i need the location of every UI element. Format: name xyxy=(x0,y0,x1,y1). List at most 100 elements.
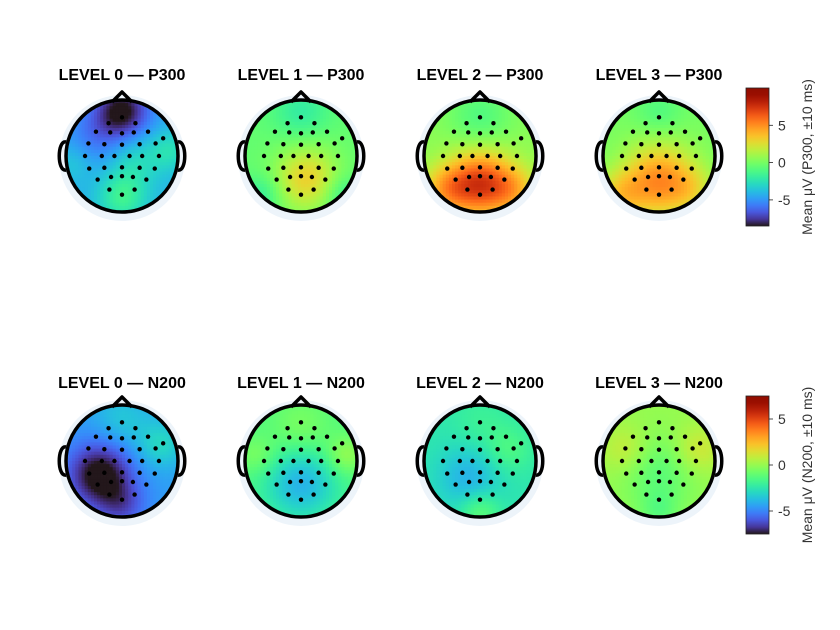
electrode-marker xyxy=(656,131,662,136)
electrode-marker xyxy=(457,153,463,159)
electrode-marker xyxy=(82,458,88,464)
electrode-marker xyxy=(503,434,509,439)
electrode-marker xyxy=(511,141,516,146)
topomap-1-0: LEVEL 0 — N200 xyxy=(57,375,187,526)
electrode-marker xyxy=(153,141,158,146)
right-ear-shape xyxy=(356,140,366,172)
electrode-marker xyxy=(457,458,463,464)
electrode-marker xyxy=(160,441,166,446)
electrode-marker xyxy=(119,142,125,147)
electrode-marker xyxy=(119,420,125,425)
electrode-marker xyxy=(87,471,92,476)
electrode-marker xyxy=(656,420,662,425)
electrode-marker xyxy=(306,458,311,464)
electrode-marker xyxy=(460,470,465,475)
electrode-marker xyxy=(160,136,166,141)
electrode-marker xyxy=(323,177,328,182)
electrode-marker xyxy=(477,165,483,170)
electrode-marker xyxy=(502,482,507,487)
electrode-marker xyxy=(670,121,675,126)
left-ear-shape xyxy=(594,445,604,477)
electrode-marker xyxy=(127,458,132,464)
electrode-marker xyxy=(133,121,138,126)
electrode-marker xyxy=(266,166,271,171)
electrode-marker xyxy=(674,142,679,147)
electrode-marker xyxy=(445,471,450,476)
electrode-marker xyxy=(645,435,650,440)
right-ear-shape xyxy=(177,140,187,172)
left-ear-shape xyxy=(594,140,604,172)
electrode-marker xyxy=(619,458,625,464)
electrode-marker xyxy=(298,131,304,136)
electrode-marker xyxy=(86,446,91,451)
electrode-marker xyxy=(656,165,662,170)
left-ear-shape xyxy=(236,140,246,172)
electrode-marker xyxy=(137,165,142,170)
head-outline xyxy=(422,403,538,519)
electrode-marker xyxy=(464,426,469,431)
colorbar-p300: -5 0 5 Mean μV (P300, ±10 ms) xyxy=(745,79,815,235)
electrode-marker xyxy=(137,142,142,147)
electrode-marker xyxy=(451,434,457,439)
colorbar-n200: -5 0 5 Mean μV (N200, ±10 ms) xyxy=(745,387,815,544)
electrode-marker xyxy=(681,482,686,487)
electrode-marker xyxy=(497,458,503,464)
electrode-marker xyxy=(668,435,673,440)
electrode-marker xyxy=(324,129,330,134)
electrode-marker xyxy=(669,187,674,192)
electrode-marker xyxy=(298,470,304,475)
electrode-marker xyxy=(331,471,336,476)
electrode-marker xyxy=(464,121,469,126)
left-ear-shape xyxy=(415,445,425,477)
electrode-marker xyxy=(444,446,449,451)
electrode-marker xyxy=(130,174,136,180)
electrode-marker xyxy=(102,165,107,170)
electrode-marker xyxy=(95,482,100,487)
electrode-marker xyxy=(281,165,286,170)
electrode-marker xyxy=(697,441,703,446)
colorbar-gradient xyxy=(745,395,770,535)
head-outline xyxy=(601,403,717,519)
electrode-marker xyxy=(440,153,446,159)
electrode-marker xyxy=(502,177,507,182)
electrode-marker xyxy=(119,165,125,170)
electrode-marker xyxy=(298,447,304,452)
electrode-marker xyxy=(144,482,149,487)
colorbar-tick-label: 5 xyxy=(778,411,786,427)
electrode-marker xyxy=(518,441,524,446)
electrode-marker xyxy=(102,447,107,452)
topomap-0-2: LEVEL 2 — P300 xyxy=(415,67,545,221)
electrode-marker xyxy=(287,479,293,485)
electrode-marker xyxy=(331,166,336,171)
colorbar-label: Mean μV (N200, ±10 ms) xyxy=(799,387,815,544)
electrode-marker xyxy=(112,153,117,159)
electrode-marker xyxy=(497,153,503,159)
electrode-marker xyxy=(298,420,304,425)
electrode-marker xyxy=(132,492,137,497)
electrode-marker xyxy=(639,447,644,452)
electrode-marker xyxy=(477,142,483,147)
electrode-marker xyxy=(656,497,662,502)
electrode-marker xyxy=(623,446,628,451)
electrode-marker xyxy=(619,153,625,159)
electrode-marker xyxy=(318,153,324,159)
electrode-marker xyxy=(137,470,142,475)
electrode-marker xyxy=(466,174,472,180)
topomap-title: LEVEL 1 — P300 xyxy=(238,67,365,84)
electrode-marker xyxy=(490,187,495,192)
electrode-marker xyxy=(668,130,673,135)
head-outline xyxy=(64,403,180,519)
electrode-marker xyxy=(87,166,92,171)
electrode-marker xyxy=(485,458,490,464)
electrode-marker xyxy=(495,142,500,147)
electrode-marker xyxy=(99,153,105,159)
electrode-marker xyxy=(697,136,703,141)
electrode-marker xyxy=(510,471,515,476)
electrode-marker xyxy=(132,187,137,192)
electrode-marker xyxy=(649,458,654,464)
colorbar-label: Mean μV (P300, ±10 ms) xyxy=(799,79,815,235)
electrode-marker xyxy=(281,447,286,452)
right-ear-shape xyxy=(714,445,724,477)
electrode-marker xyxy=(465,187,470,192)
